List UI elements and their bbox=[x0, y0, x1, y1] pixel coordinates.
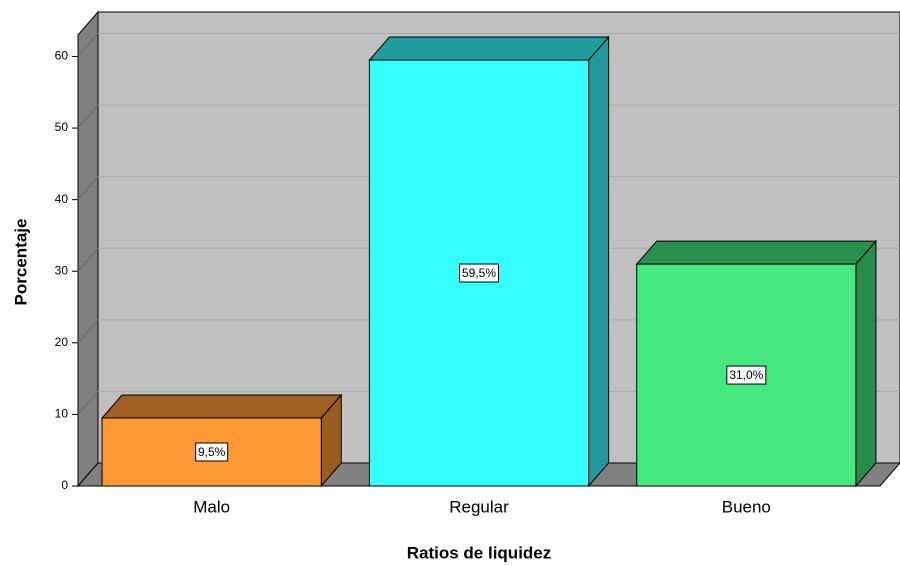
grid-line bbox=[77, 104, 99, 129]
y-tick-label: 60 bbox=[55, 49, 69, 63]
grid-line bbox=[77, 33, 99, 57]
x-axis-title: Ratios de liquidez bbox=[407, 543, 552, 562]
grid-line bbox=[77, 176, 99, 200]
x-tick-label: Malo bbox=[193, 497, 230, 516]
bar-side bbox=[588, 35, 610, 488]
value-label: 31,0% bbox=[729, 368, 763, 382]
y-tick-label: 20 bbox=[55, 335, 69, 349]
bar-top bbox=[368, 36, 610, 61]
value-label-box bbox=[726, 365, 767, 385]
value-label: 59,5% bbox=[462, 266, 496, 280]
y-tick-label: 0 bbox=[61, 478, 68, 492]
value-label-box bbox=[459, 263, 499, 283]
value-label-box bbox=[195, 442, 229, 462]
y-tick-label: 10 bbox=[55, 407, 69, 421]
grid-line bbox=[77, 319, 99, 344]
bar-top bbox=[100, 394, 343, 419]
bar-side bbox=[855, 239, 877, 488]
y-axis-title: Porcentaje bbox=[11, 219, 30, 306]
grid-line bbox=[77, 247, 99, 272]
y-tick-label: 40 bbox=[55, 192, 69, 206]
left-wall bbox=[77, 10, 99, 488]
x-tick-label: Bueno bbox=[722, 497, 771, 516]
value-label: 9,5% bbox=[198, 445, 226, 459]
bar-top bbox=[635, 240, 878, 265]
grid-line bbox=[77, 391, 99, 415]
y-tick-label: 50 bbox=[55, 120, 69, 134]
y-tick-label: 30 bbox=[55, 263, 69, 277]
x-tick-label: Regular bbox=[449, 497, 509, 516]
